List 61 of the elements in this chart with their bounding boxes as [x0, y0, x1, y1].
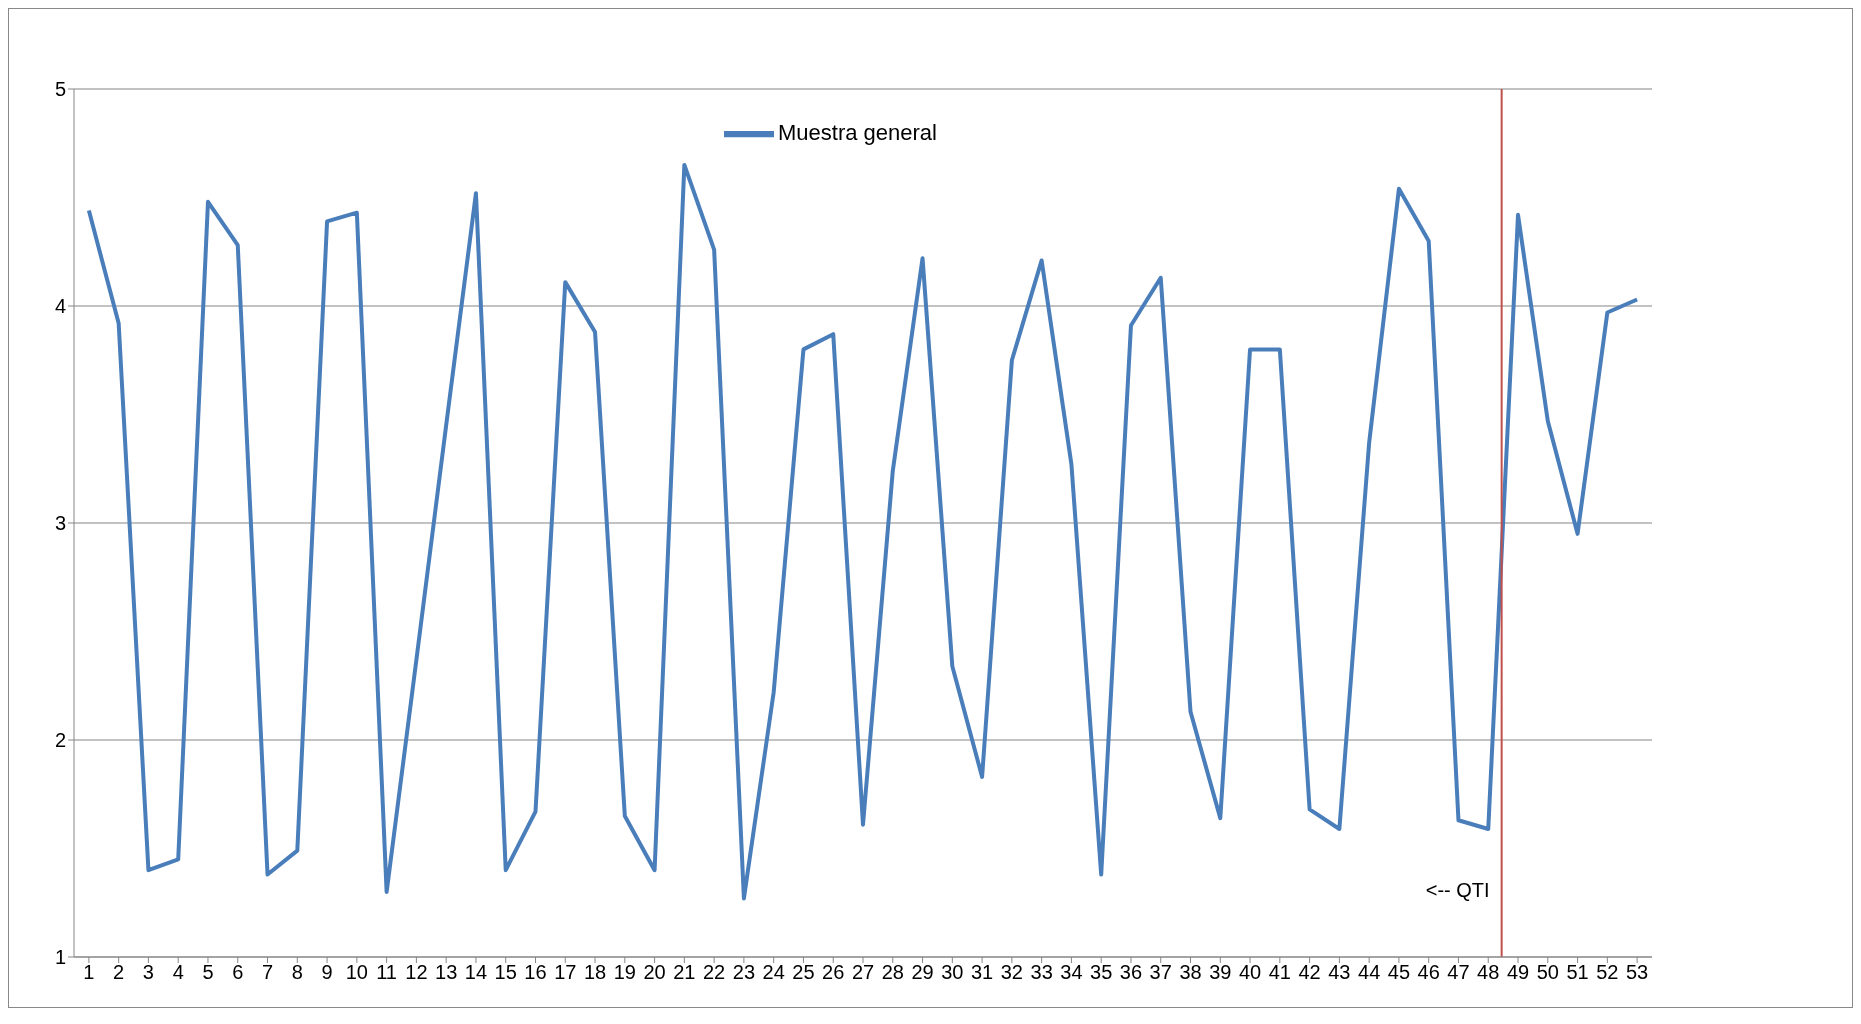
- x-tick-label: 38: [1179, 961, 1202, 984]
- x-tick-label: 18: [583, 961, 607, 984]
- x-tick-label: 36: [1119, 961, 1143, 984]
- x-tick-label: 41: [1268, 961, 1291, 984]
- x-tick-label: 53: [1625, 961, 1649, 984]
- y-tick-label: 3: [54, 512, 66, 535]
- x-tick-label: 4: [172, 961, 184, 984]
- x-tick-label: 50: [1536, 961, 1559, 984]
- x-tick-label: 24: [762, 961, 785, 984]
- x-tick-label: 23: [732, 961, 756, 984]
- x-tick-label: 11: [376, 961, 398, 984]
- x-tick-label: 39: [1209, 961, 1232, 984]
- x-tick-label: 10: [345, 961, 368, 984]
- x-tick-label: 7: [261, 961, 274, 984]
- x-tick-label: 31: [970, 961, 994, 984]
- x-tick-label: 52: [1596, 961, 1619, 984]
- x-tick-label: 9: [321, 961, 333, 984]
- x-tick-label: 15: [494, 961, 517, 984]
- legend-label: Muestra general: [778, 119, 937, 145]
- y-tick-label: 1: [54, 946, 66, 969]
- x-tick-label: 46: [1417, 961, 1440, 984]
- x-tick-label: 49: [1506, 961, 1530, 984]
- x-tick-label: 29: [911, 961, 934, 984]
- x-tick-label: 17: [554, 961, 577, 984]
- y-tick-label: 2: [54, 729, 66, 752]
- y-tick-label: 5: [54, 78, 66, 101]
- x-tick-label: 21: [673, 961, 696, 984]
- x-tick-label: 33: [1030, 961, 1053, 984]
- x-tick-label: 20: [643, 961, 666, 984]
- x-tick-label: 40: [1238, 961, 1262, 984]
- x-tick-label: 34: [1060, 961, 1083, 984]
- x-tick-label: 5: [202, 961, 214, 984]
- x-tick-label: 37: [1149, 961, 1172, 984]
- ref-line-label: <-- QTI: [1425, 879, 1490, 901]
- x-tick-label: 42: [1298, 961, 1321, 984]
- x-tick-label: 25: [792, 961, 815, 984]
- y-tick-label: 4: [54, 295, 66, 318]
- x-tick-label: 3: [142, 961, 154, 984]
- x-tick-label: 12: [405, 961, 428, 984]
- x-tick-label: 43: [1328, 961, 1351, 984]
- x-tick-label: 44: [1358, 961, 1381, 984]
- x-tick-label: 35: [1090, 961, 1113, 984]
- line-series: [86, 162, 1640, 901]
- x-tick-label: 22: [703, 961, 726, 984]
- x-tick-label: 27: [851, 961, 875, 984]
- x-tick-label: 13: [435, 961, 458, 984]
- x-tick-label: 45: [1387, 961, 1411, 984]
- x-tick-label: 47: [1447, 961, 1470, 984]
- x-tick-label: 30: [941, 961, 964, 984]
- x-tick-label: 28: [881, 961, 904, 984]
- x-tick-label: 6: [232, 961, 244, 984]
- x-tick-label: 16: [524, 961, 547, 984]
- x-tick-label: 2: [113, 961, 125, 984]
- x-tick-label: 14: [464, 961, 488, 984]
- x-tick-label: 51: [1566, 961, 1589, 984]
- x-tick-label: 32: [1000, 961, 1023, 984]
- x-tick-label: 26: [822, 961, 845, 984]
- x-tick-label: 48: [1477, 961, 1500, 984]
- x-tick-label: 8: [291, 961, 303, 984]
- x-tick-label: 1: [83, 961, 95, 984]
- x-tick-label: 19: [613, 961, 636, 984]
